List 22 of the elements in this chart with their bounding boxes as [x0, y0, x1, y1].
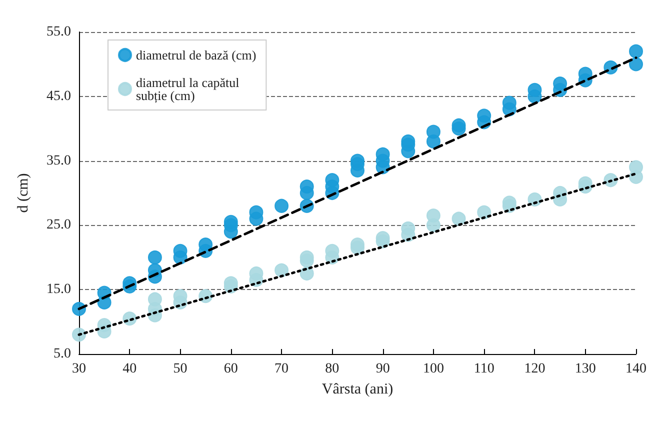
x-tick-label: 40 — [122, 362, 137, 376]
y-tick-label: 15.0 — [46, 282, 71, 298]
x-tick-label: 50 — [173, 362, 188, 376]
y-tick-label: 5.0 — [54, 346, 71, 362]
x-tick-label: 130 — [574, 362, 596, 376]
y-tick-label: 45.0 — [46, 88, 71, 104]
x-axis-title: Vârsta (ani) — [322, 382, 394, 398]
y-axis-title: d (cm) — [16, 173, 32, 213]
x-tick-label: 90 — [376, 362, 390, 376]
x-tick-label: 110 — [474, 362, 494, 376]
y-tick-label: 55.0 — [46, 24, 71, 40]
x-tick-label: 60 — [224, 362, 238, 376]
x-tick-label: 80 — [325, 362, 340, 376]
x-tick-label: 120 — [524, 362, 546, 376]
x-tick-label: 100 — [422, 362, 444, 376]
x-tick-label: 30 — [72, 362, 86, 376]
x-tick-label: 70 — [274, 362, 289, 376]
y-tick-label: 25.0 — [46, 218, 71, 233]
x-tick-label: 140 — [626, 362, 646, 376]
y-tick-label: 35.0 — [46, 153, 71, 168]
legend-label: diametrul la capătul subție (cm) — [136, 75, 240, 103]
legend-label: diametrul de bază (cm) — [136, 48, 256, 62]
